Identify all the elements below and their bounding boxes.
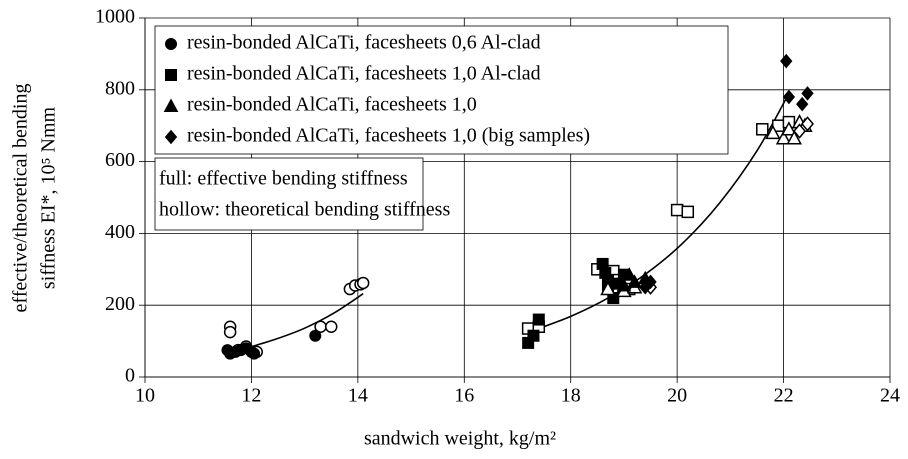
x-tick-label: 22 xyxy=(774,385,794,407)
point xyxy=(775,130,792,145)
point xyxy=(356,276,370,290)
legend-marker xyxy=(164,129,178,145)
point xyxy=(681,205,695,219)
x-tick-label: 16 xyxy=(454,385,474,407)
point xyxy=(248,347,261,360)
y-tick-label: 1000 xyxy=(95,6,135,28)
annotation-box xyxy=(154,157,424,231)
x-tick-label: 14 xyxy=(348,385,368,407)
point xyxy=(756,123,769,136)
point xyxy=(527,329,540,342)
legend-label: resin-bonded AlCaTi, facesheets 1,0 (big… xyxy=(187,125,590,147)
legend-marker xyxy=(165,38,177,50)
point xyxy=(796,96,809,112)
point xyxy=(670,203,684,217)
point xyxy=(309,329,322,342)
y-tick-label: 800 xyxy=(105,77,135,99)
point xyxy=(600,280,616,296)
y-axis-label-line: effective/theoretical bending xyxy=(10,84,32,313)
y-tick-label: 400 xyxy=(105,221,135,243)
x-tick-label: 24 xyxy=(880,385,900,407)
point xyxy=(782,89,796,105)
legend-label: resin-bonded AlCaTi, facesheets 1,0 Al-c… xyxy=(187,63,541,85)
legend-label: resin-bonded AlCaTi, facesheets 1,0 xyxy=(187,94,477,116)
trendline xyxy=(533,93,790,332)
point xyxy=(780,53,793,69)
x-tick-label: 18 xyxy=(561,385,581,407)
y-tick-label: 200 xyxy=(105,293,135,315)
legend-label: resin-bonded AlCaTi, facesheets 0,6 Al-c… xyxy=(187,32,541,54)
point xyxy=(786,130,802,145)
x-tick-label: 10 xyxy=(135,385,155,407)
legend-marker xyxy=(163,98,179,112)
point xyxy=(325,320,338,333)
annotation: hollow: theoretical bending stiffness xyxy=(159,199,450,221)
x-axis-label: sandwich weight, kg/m² xyxy=(364,428,556,450)
point xyxy=(801,116,815,132)
trendline xyxy=(245,293,364,350)
annotation: full: effective bending stiffness xyxy=(159,168,408,190)
point xyxy=(781,121,797,136)
point xyxy=(616,277,632,292)
point xyxy=(765,124,781,140)
point xyxy=(532,313,545,326)
y-axis-label: effective/theoretical bending siffness E… xyxy=(10,84,60,313)
legend-box xyxy=(154,25,729,155)
point xyxy=(644,274,657,290)
point xyxy=(223,325,237,339)
x-tick-label: 12 xyxy=(241,385,261,407)
x-tick-label: 20 xyxy=(667,385,687,407)
legend-marker xyxy=(165,69,177,81)
point xyxy=(627,274,642,288)
y-axis-label-line: siffness EI*, 10⁵ Nmm xyxy=(38,106,60,289)
y-tick-label: 600 xyxy=(105,149,135,171)
y-tick-label: 0 xyxy=(125,365,135,387)
point xyxy=(801,86,814,101)
point xyxy=(621,267,637,281)
point xyxy=(793,123,807,139)
